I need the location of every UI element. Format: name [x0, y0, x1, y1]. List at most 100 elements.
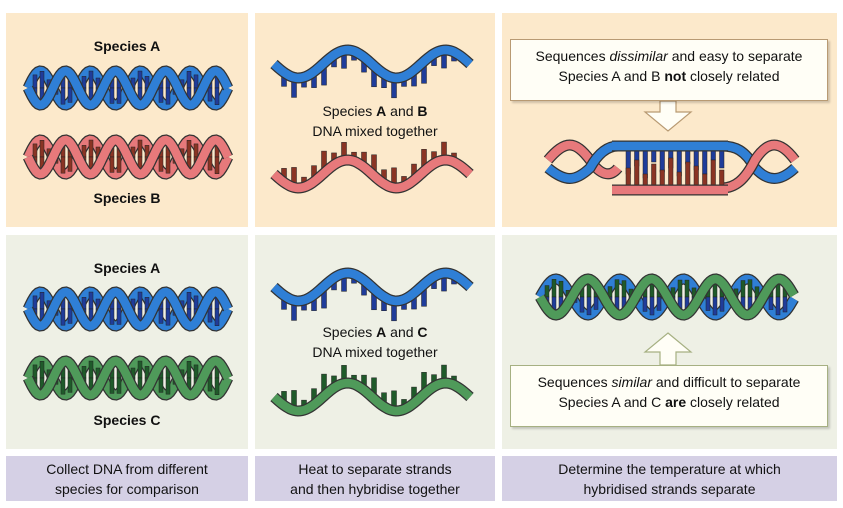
- base-pair: [60, 87, 66, 105]
- info-box-similar: Sequences similar and difficult to separ…: [510, 365, 828, 427]
- base-pair: [214, 377, 220, 395]
- similar-pre: Sequences: [537, 374, 612, 390]
- mix-ab-a: A: [376, 103, 387, 119]
- base-pair: [614, 279, 620, 298]
- caption-heat: Heat to separate strands and then hybridi…: [255, 456, 495, 501]
- mix-ac-c: C: [417, 324, 428, 340]
- base-pair: [60, 156, 66, 174]
- single-strand-species-b: [270, 141, 474, 194]
- base: [651, 163, 657, 189]
- base-pair: [214, 87, 220, 105]
- base-pair: [684, 279, 690, 298]
- base-pair: [88, 70, 94, 89]
- caption-determine-line1: Determine the temperature at which: [558, 460, 781, 477]
- base-pair: [116, 377, 122, 394]
- caption-panel-2: [255, 456, 495, 501]
- base-pair: [551, 279, 557, 298]
- caption-panel-1: [6, 456, 248, 501]
- caption-collect: Collect DNA from different species for co…: [6, 456, 248, 501]
- mix-ac-and: and: [386, 324, 418, 340]
- similar-post: and difficult to separate: [652, 374, 801, 390]
- base-pair: [137, 360, 143, 379]
- base-pair: [32, 295, 38, 310]
- mix-ac-line2: DNA mixed together: [312, 344, 438, 360]
- mix-ab-and: and: [386, 103, 418, 119]
- base-pair: [109, 308, 115, 325]
- base-pair: [544, 285, 550, 298]
- base-pair: [579, 296, 585, 313]
- strand-ribbon: [24, 287, 232, 331]
- base-pair: [207, 308, 213, 323]
- base-pair: [60, 377, 66, 395]
- strand-ribbon: [536, 274, 798, 320]
- base-pair: [39, 140, 45, 158]
- base: [642, 147, 648, 179]
- dna-helix-species-c: [23, 355, 233, 401]
- caption-heat-line1: Heat to separate strands: [298, 460, 452, 477]
- base-pair: [39, 71, 45, 89]
- mix-ab-line2: DNA mixed together: [312, 123, 438, 139]
- base-pair: [186, 361, 192, 379]
- dissimilar-pre: Sequences: [535, 48, 610, 64]
- base-pair: [158, 156, 164, 172]
- base: [702, 147, 708, 175]
- label-species-a: Species A: [93, 38, 161, 54]
- single-strand-species-a: [270, 44, 474, 99]
- dissimilar-em: dissimilar: [609, 48, 668, 64]
- related-pre: Species A and C: [558, 394, 666, 410]
- base-pair: [39, 292, 45, 310]
- label-species-c: Species C: [93, 412, 161, 428]
- mix-label-a-c: Species A and C DNA mixed together: [255, 322, 495, 362]
- base-pair: [768, 296, 774, 310]
- base-pair: [116, 308, 122, 325]
- mix-ab-b: B: [417, 103, 428, 119]
- base-pair: [67, 308, 73, 324]
- base: [659, 147, 665, 173]
- base-pair: [109, 156, 115, 173]
- dna-helix-species-a: [23, 65, 233, 111]
- info-box-dissimilar: Sequences dissimilar and easy to separat…: [510, 39, 828, 101]
- base-pair: [705, 296, 711, 311]
- base-pair: [116, 87, 122, 104]
- base-pair: [775, 296, 781, 316]
- base-pair: [207, 87, 213, 102]
- dna-helix-species-b: [23, 134, 233, 180]
- base-pair: [712, 296, 718, 316]
- hybrid-dna-a-c: [535, 273, 799, 321]
- base-pair: [193, 74, 199, 89]
- base-pair: [109, 87, 115, 104]
- base-pair: [88, 360, 94, 379]
- caption-heat-line2: and then hybridise together: [290, 480, 460, 497]
- dna-helix-species-a-lower: [23, 286, 233, 332]
- caption-collect-line2: species for comparison: [55, 480, 199, 497]
- label-species-a-lower: Species A: [93, 260, 161, 276]
- base-pair: [186, 292, 192, 310]
- base-pair: [642, 296, 648, 312]
- mix-ac-a: A: [376, 324, 387, 340]
- hybrid-dna-a-b: [543, 139, 800, 196]
- base-pair: [158, 87, 164, 103]
- base-pair: [656, 296, 662, 311]
- mix-label-a-b: Species A and B DNA mixed together: [255, 101, 495, 141]
- base-pair: [109, 377, 115, 394]
- related-post: closely related: [686, 394, 780, 410]
- base-pair: [186, 140, 192, 158]
- base-pair: [137, 70, 143, 89]
- panel-collect-ab: [6, 13, 248, 227]
- base-pair: [88, 139, 94, 158]
- base-pair: [719, 296, 725, 312]
- base: [634, 159, 640, 189]
- base-pair: [558, 280, 564, 298]
- strand-ribbon: [271, 45, 473, 83]
- base-pair: [207, 156, 213, 171]
- strand-ribbon: [24, 66, 232, 110]
- caption-collect-line1: Collect DNA from different: [46, 460, 208, 477]
- base-pair: [649, 296, 655, 316]
- mix-ab-prefix: Species: [322, 103, 377, 119]
- base-pair: [158, 308, 164, 324]
- strand-ribbon: [24, 135, 232, 179]
- not-related-bold: not: [664, 68, 687, 84]
- base-pair: [165, 87, 171, 105]
- base-pair: [165, 377, 171, 395]
